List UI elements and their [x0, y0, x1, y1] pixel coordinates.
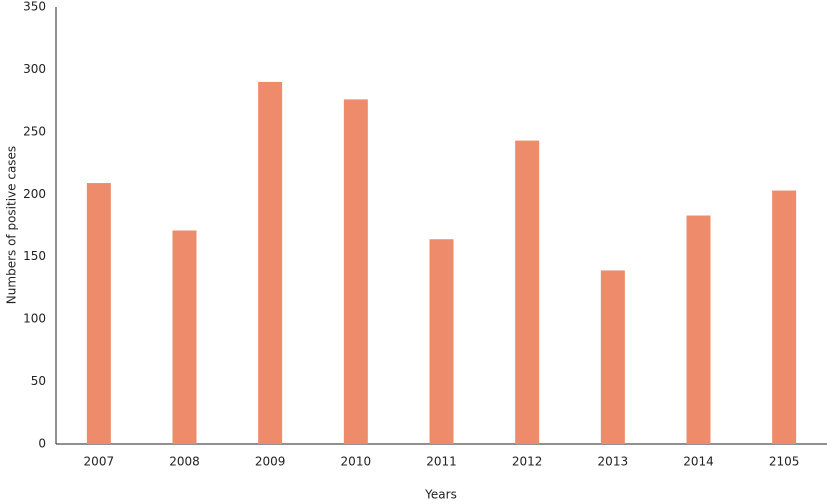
y-tick-label: 100 [23, 312, 46, 326]
bar [172, 230, 197, 444]
x-tick-label: 2013 [598, 455, 629, 469]
x-tick-label: 2011 [426, 455, 457, 469]
x-tick-label: 2014 [683, 455, 714, 469]
x-tick-label: 2007 [84, 455, 115, 469]
bar [258, 81, 283, 445]
y-tick-label: 250 [23, 124, 46, 138]
x-tick-label: 2009 [255, 455, 286, 469]
bar [86, 183, 111, 444]
y-tick-label: 300 [23, 62, 46, 76]
x-tick-label: 2105 [769, 455, 800, 469]
bar [343, 99, 368, 444]
y-tick-label: 350 [23, 0, 46, 14]
y-axis-label: Numbers of positive cases [5, 146, 19, 304]
y-tick-label: 150 [23, 249, 46, 263]
bar [429, 239, 454, 444]
y-tick-label: 0 [38, 437, 46, 451]
x-axis-label: Years [424, 488, 457, 502]
bar [600, 270, 625, 444]
y-tick-label: 200 [23, 187, 46, 201]
x-tick-label: 2010 [341, 455, 372, 469]
bar [686, 215, 711, 444]
bar [515, 140, 540, 444]
y-tick-label: 50 [31, 374, 46, 388]
x-tick-label: 2012 [512, 455, 543, 469]
bar [772, 190, 797, 444]
x-tick-label: 2008 [169, 455, 200, 469]
